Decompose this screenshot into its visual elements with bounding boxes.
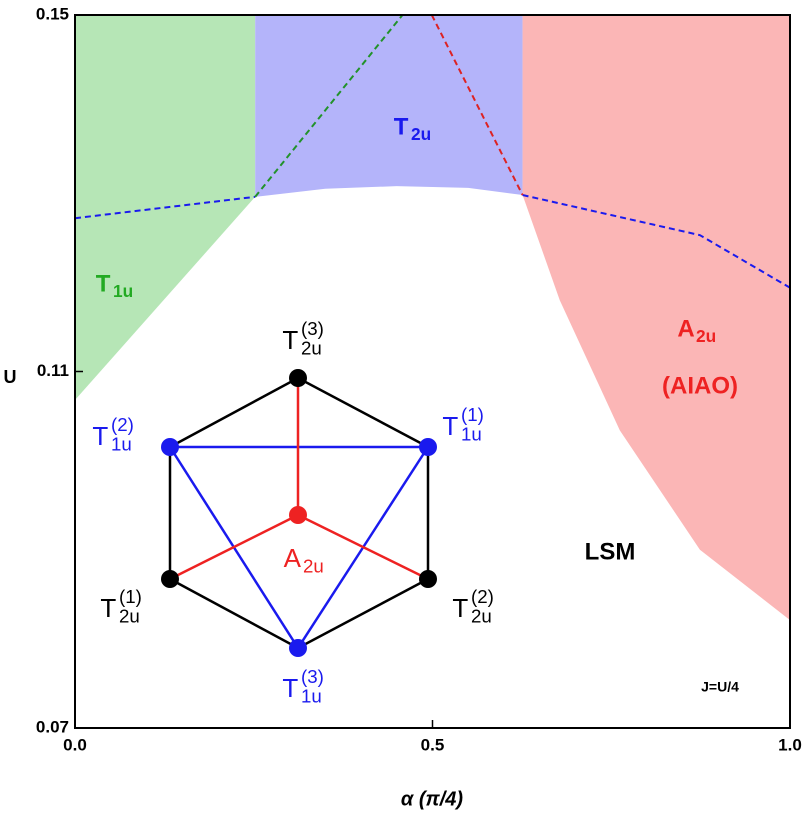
label-main: T	[92, 421, 108, 451]
label-sub: 1u	[461, 424, 482, 445]
inset-node	[161, 438, 179, 456]
inset-node	[289, 639, 307, 657]
inset-edge	[169, 577, 299, 650]
y-tick-label: 0.11	[37, 361, 69, 380]
label-sub: 2u	[411, 124, 431, 144]
label-sub: 2u	[301, 338, 322, 359]
label-main: T	[442, 411, 458, 441]
y-tick-label: 0.15	[36, 4, 69, 23]
label-sup: (3)	[301, 666, 324, 687]
x-tick-label: 0.5	[421, 735, 445, 754]
inset-edge	[297, 577, 429, 650]
label-sup: (2)	[471, 586, 494, 607]
label-main: T	[96, 270, 111, 297]
inset-node	[419, 570, 437, 588]
inset-node	[161, 570, 179, 588]
label-main: A	[677, 315, 694, 342]
label-main: T	[394, 113, 409, 140]
label-sub: 2u	[119, 606, 140, 627]
annotation: J=U/4	[701, 679, 739, 695]
label-sup: (1)	[461, 404, 484, 425]
phase-region	[255, 15, 523, 197]
phase-boundary	[430, 14, 524, 196]
inset-edge	[169, 513, 299, 581]
label-main: T	[282, 325, 298, 355]
phase-boundary	[254, 14, 404, 198]
label-sub: 2u	[696, 326, 716, 346]
inset-edge	[297, 376, 429, 449]
inset-node	[289, 506, 307, 524]
label-sup: (1)	[119, 586, 142, 607]
inset-edge	[297, 513, 429, 581]
label-main: T	[100, 593, 116, 623]
y-tick-label: 0.07	[36, 717, 69, 736]
inset-node	[419, 438, 437, 456]
label-sub: 1u	[301, 686, 322, 707]
label-sub: 1u	[111, 434, 132, 455]
phase-region	[522, 15, 790, 621]
x-tick-label: 1.0	[778, 735, 802, 754]
label-sub: 2u	[303, 556, 324, 577]
label-sub: 2u	[471, 606, 492, 627]
inset-node	[289, 369, 307, 387]
x-tick-label: 0.0	[63, 735, 87, 754]
label-main: T	[282, 673, 298, 703]
label-sup: (3)	[301, 318, 324, 339]
label-sub: 1u	[113, 281, 133, 301]
inset-edge	[169, 376, 299, 449]
y-axis-label: U	[4, 367, 17, 387]
annotation: (AIAO)	[662, 372, 738, 399]
annotation: LSM	[585, 538, 636, 565]
phase-boundary	[522, 194, 791, 289]
label-sup: (2)	[111, 414, 134, 435]
x-axis-label: α (π/4)	[401, 788, 464, 810]
phase-boundary	[74, 195, 256, 220]
label-main: T	[452, 593, 468, 623]
label-main: A	[284, 543, 302, 573]
